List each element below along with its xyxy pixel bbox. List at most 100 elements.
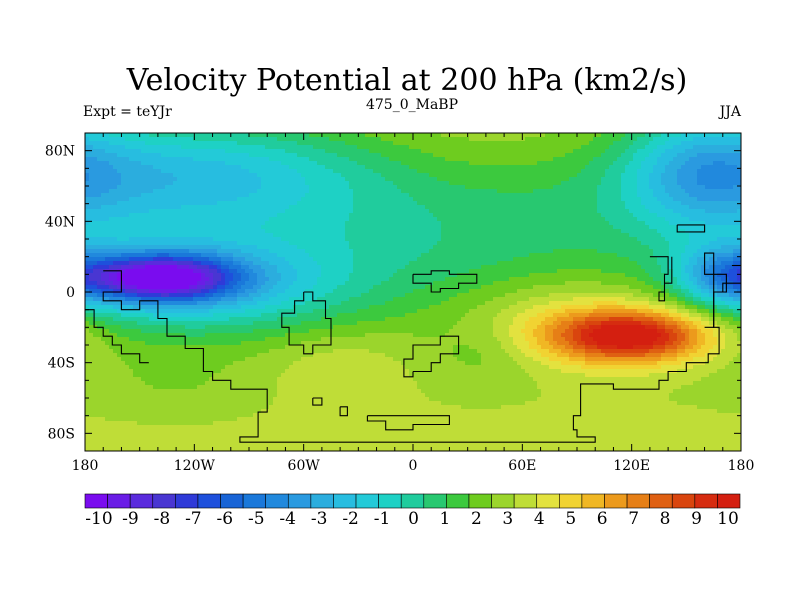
field-cell <box>297 237 302 242</box>
field-cell <box>109 181 114 186</box>
field-cell <box>161 413 166 418</box>
field-cell <box>205 157 210 162</box>
field-cell <box>101 161 106 166</box>
field-cell <box>157 153 162 158</box>
field-cell <box>277 333 282 338</box>
field-cell <box>133 421 138 426</box>
field-cell <box>173 277 178 282</box>
field-cell <box>241 213 246 218</box>
field-cell <box>269 269 274 274</box>
field-cell <box>305 397 310 402</box>
field-cell <box>165 441 170 446</box>
field-cell <box>209 209 214 214</box>
field-cell <box>193 393 198 398</box>
field-cell <box>217 441 222 446</box>
field-cell <box>241 393 246 398</box>
field-cell <box>273 329 278 334</box>
field-cell <box>325 153 330 158</box>
field-cell <box>101 173 106 178</box>
field-cell <box>93 309 98 314</box>
field-cell <box>233 329 238 334</box>
field-cell <box>113 293 118 298</box>
field-cell <box>325 377 330 382</box>
field-cell <box>113 309 118 314</box>
field-cell <box>229 265 234 270</box>
field-cell <box>265 417 270 422</box>
field-cell <box>209 333 214 338</box>
field-cell <box>265 225 270 230</box>
field-cell <box>177 161 182 166</box>
field-cell <box>265 157 270 162</box>
field-cell <box>221 217 226 222</box>
field-cell <box>197 429 202 434</box>
field-cell <box>97 189 102 194</box>
field-cell <box>329 173 334 178</box>
field-cell <box>149 365 154 370</box>
field-cell <box>121 429 126 434</box>
field-cell <box>213 265 218 270</box>
field-cell <box>185 301 190 306</box>
field-cell <box>237 397 242 402</box>
field-cell <box>257 417 262 422</box>
field-cell <box>105 365 110 370</box>
field-cell <box>173 417 178 422</box>
field-cell <box>317 433 322 438</box>
field-cell <box>185 141 190 146</box>
field-cell <box>297 341 302 346</box>
field-cell <box>161 269 166 274</box>
field-cell <box>145 165 150 170</box>
field-cell <box>177 421 182 426</box>
field-cell <box>93 385 98 390</box>
field-cell <box>221 257 226 262</box>
field-cell <box>161 289 166 294</box>
field-cell <box>325 349 330 354</box>
field-cell <box>201 273 206 278</box>
field-cell <box>281 297 286 302</box>
field-cell <box>293 273 298 278</box>
field-cell <box>181 149 186 154</box>
field-cell <box>309 277 314 282</box>
field-cell <box>321 425 326 430</box>
field-cell <box>125 141 130 146</box>
field-cell <box>133 269 138 274</box>
field-cell <box>305 345 310 350</box>
field-cell <box>257 221 262 226</box>
field-cell <box>269 381 274 386</box>
field-cell <box>89 225 94 230</box>
field-cell <box>265 141 270 146</box>
field-cell <box>153 193 158 198</box>
field-cell <box>313 309 318 314</box>
field-cell <box>261 365 266 370</box>
field-cell <box>149 433 154 438</box>
field-cell <box>325 309 330 314</box>
field-cell <box>161 189 166 194</box>
field-cell <box>253 445 258 450</box>
field-cell <box>189 205 194 210</box>
field-cell <box>281 333 286 338</box>
field-cell <box>197 181 202 186</box>
field-cell <box>321 345 326 350</box>
field-cell <box>185 293 190 298</box>
field-cell <box>105 189 110 194</box>
field-cell <box>205 237 210 242</box>
field-cell <box>217 245 222 250</box>
field-cell <box>205 217 210 222</box>
field-cell <box>253 449 258 451</box>
field-cell <box>93 341 98 346</box>
field-cell <box>89 421 94 426</box>
field-cell <box>261 441 266 446</box>
field-cell <box>233 273 238 278</box>
field-cell <box>213 393 218 398</box>
field-cell <box>305 341 310 346</box>
field-cell <box>109 193 114 198</box>
field-cell <box>137 165 142 170</box>
field-cell <box>249 417 254 422</box>
field-cell <box>125 393 130 398</box>
field-cell <box>89 297 94 302</box>
field-cell <box>165 257 170 262</box>
field-cell <box>149 341 154 346</box>
field-cell <box>225 265 230 270</box>
field-cell <box>173 441 178 446</box>
field-cell <box>137 321 142 326</box>
field-cell <box>249 257 254 262</box>
